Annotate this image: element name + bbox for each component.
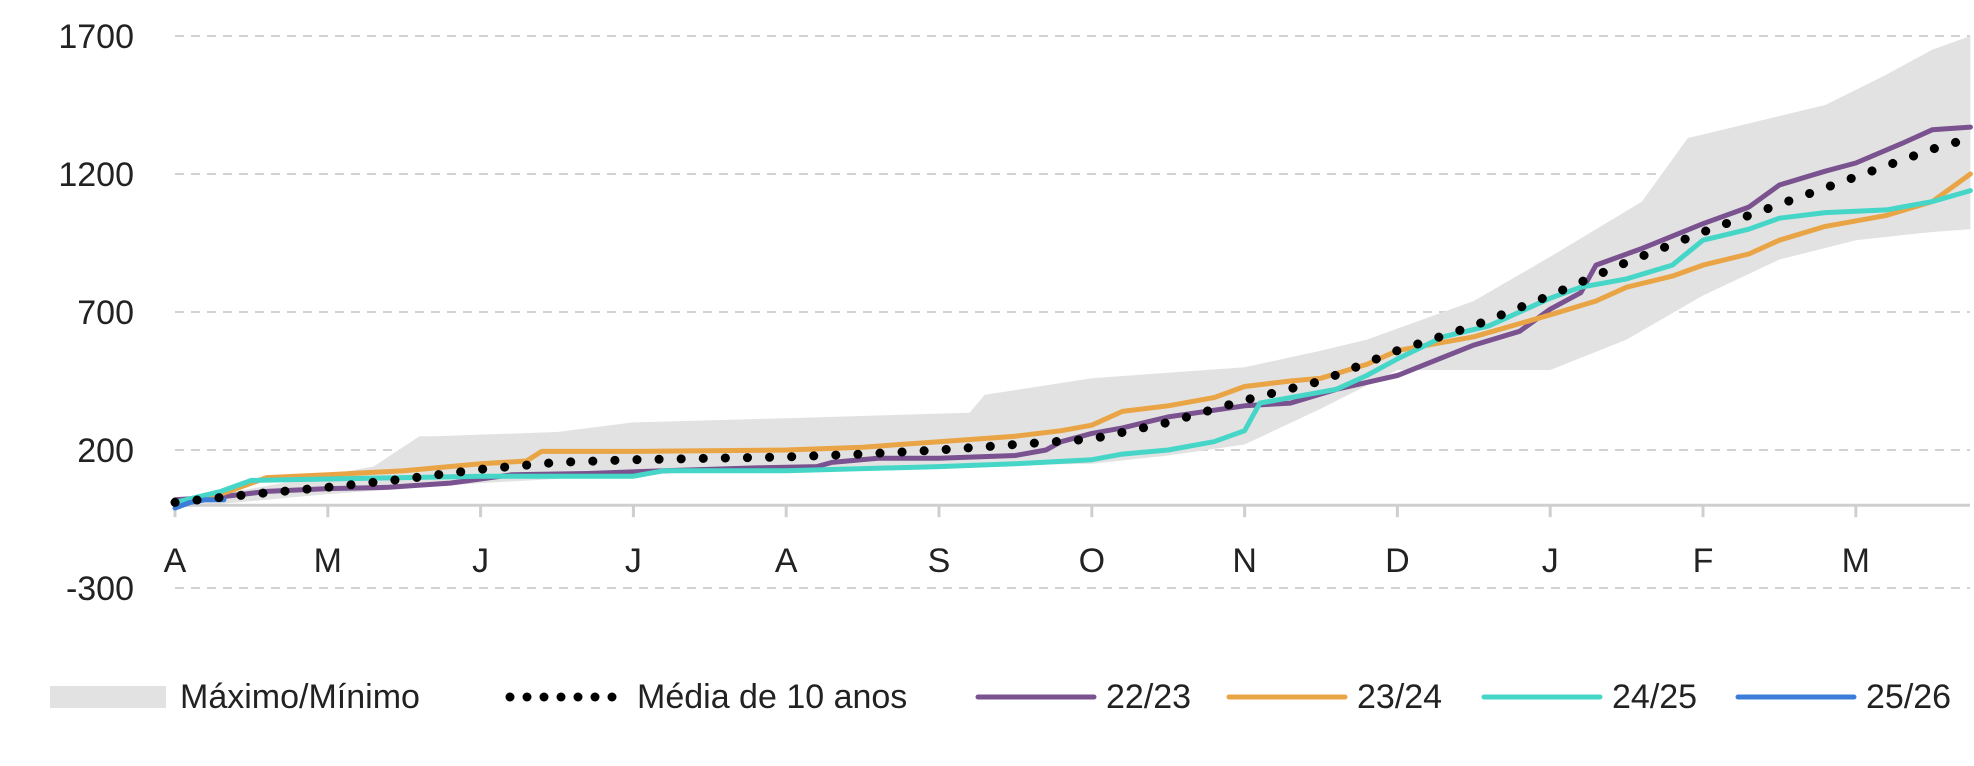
x-tick-label: O	[1079, 542, 1105, 580]
x-tick-label: F	[1693, 542, 1714, 580]
y-tick-labels: 1700 1200 700 200 -300	[58, 18, 134, 608]
legend-label-2324: 23/24	[1357, 678, 1442, 716]
x-tick-label: S	[928, 542, 951, 580]
x-tick-label: M	[1842, 542, 1870, 580]
series-lines	[170, 124, 1974, 511]
legend-label-2425: 24/25	[1612, 678, 1697, 716]
legend: Máximo/Mínimo Média de 10 anos 22/23 23/…	[50, 678, 1951, 716]
legend-label-2223: 22/23	[1106, 678, 1191, 716]
series-line-23-24	[172, 171, 1973, 505]
legend-dot	[556, 692, 566, 702]
x-tick-label: M	[314, 542, 342, 580]
x-tick-label: A	[775, 542, 798, 580]
series-line-m-dia-de-10-anos	[170, 133, 1974, 507]
x-tick-label: J	[1542, 542, 1559, 580]
x-tick-label: J	[625, 542, 642, 580]
series-line-24-25	[172, 188, 1973, 505]
max-min-band	[175, 36, 1971, 508]
legend-dot	[505, 692, 515, 702]
legend-swatch-mean	[505, 692, 617, 702]
legend-dot	[522, 692, 532, 702]
x-tick-label: J	[472, 542, 489, 580]
legend-dot	[539, 692, 549, 702]
legend-swatch-band	[50, 686, 166, 708]
legend-label-mean: Média de 10 anos	[637, 678, 907, 716]
y-tick-label: 700	[77, 294, 134, 332]
x-axis	[173, 503, 1970, 518]
x-tick-label: A	[164, 542, 187, 580]
y-tick-label: 1200	[58, 156, 134, 194]
x-tick-label: D	[1385, 542, 1410, 580]
legend-dot	[607, 692, 617, 702]
legend-dot	[573, 692, 583, 702]
y-tick-label: -300	[66, 570, 134, 608]
legend-dot	[590, 692, 600, 702]
y-tick-label: 1700	[58, 18, 134, 56]
legend-label-band: Máximo/Mínimo	[180, 678, 420, 716]
y-tick-label: 200	[77, 432, 134, 470]
x-tick-label: N	[1232, 542, 1257, 580]
max-min-band-area	[175, 36, 1971, 508]
legend-label-2526: 25/26	[1866, 678, 1951, 716]
